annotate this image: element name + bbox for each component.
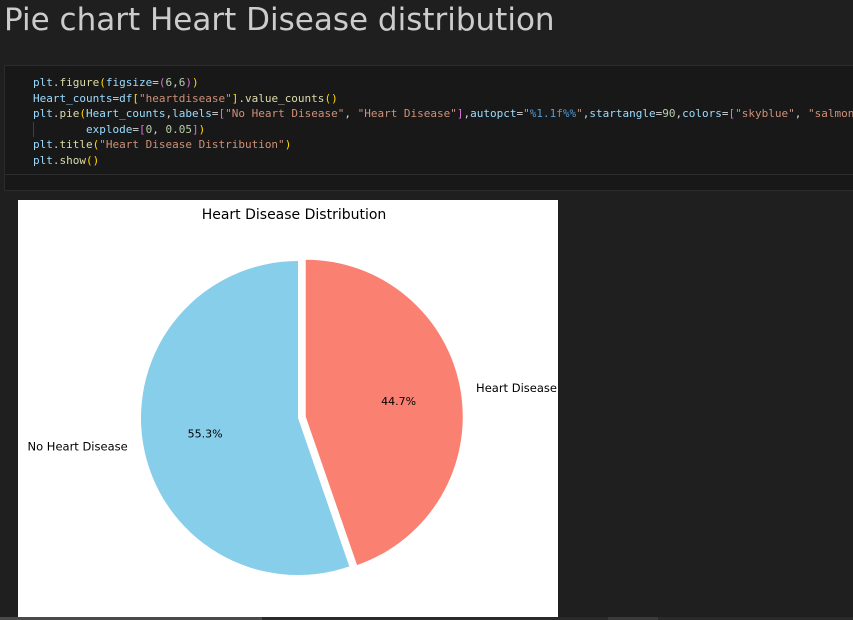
code-token: .: [52, 107, 60, 120]
code-token: =: [655, 107, 663, 120]
code-token: ,: [152, 122, 166, 136]
indent-guide: [33, 121, 34, 137]
pie-value-label: 55.3%: [188, 428, 223, 441]
code-line: plt.pie(Heart_counts,labels=["No Heart D…: [33, 106, 853, 122]
code-token: %1.1f%%: [529, 107, 577, 120]
code-token: ,: [165, 107, 173, 120]
code-token: (: [99, 76, 106, 89]
code-token: startangle: [589, 107, 656, 120]
code-token: plt: [33, 107, 53, 120]
code-line: plt.title("Heart Disease Distribution"): [33, 137, 853, 153]
code-token: autopct: [470, 107, 517, 120]
code-token: (: [324, 91, 332, 105]
scrollbar-segment: [608, 617, 658, 620]
code-token: [: [132, 91, 139, 105]
code-token: =: [112, 91, 120, 105]
code-token: plt: [33, 138, 53, 151]
code-token: explode: [85, 122, 133, 136]
code-token: 90: [662, 107, 676, 120]
code-token: ,: [675, 107, 683, 120]
code-token: Heart_counts: [33, 91, 113, 105]
code-token: 6: [178, 76, 186, 89]
code-token: (: [79, 107, 86, 120]
code-token: "No Heart Disease": [225, 107, 345, 120]
code-token: colors: [682, 107, 722, 120]
code-token: df: [119, 91, 133, 105]
code-token: =: [516, 107, 524, 120]
code-token: "heartdisease": [138, 91, 232, 105]
code-token: ]: [231, 91, 239, 105]
code-token: plt: [33, 76, 53, 89]
code-token: .: [52, 76, 60, 89]
horizontal-scrollbar[interactable]: [0, 617, 853, 620]
code-token: figure: [59, 76, 100, 89]
code-editor[interactable]: plt.figure(figsize=(6,6)) Heart_counts=df…: [33, 75, 853, 168]
code-token: [: [728, 107, 736, 120]
code-token: ,: [794, 107, 808, 120]
code-token: 0.05: [165, 122, 192, 136]
pie-chart: Heart Disease Distribution 55.3% No Heart …: [28, 207, 557, 575]
code-token: title: [59, 138, 93, 151]
code-token: (: [92, 138, 100, 151]
chart-output: Heart Disease Distribution 55.3% No Heart …: [18, 200, 558, 617]
code-token: [: [218, 107, 226, 120]
code-token: ): [331, 91, 338, 105]
code-token: 0: [145, 122, 153, 136]
code-token: =: [132, 122, 139, 136]
chart-title: Heart Disease Distribution: [202, 207, 387, 223]
code-line: plt.figure(figsize=(6,6)): [33, 75, 853, 91]
code-line: Heart_counts=df["heartdisease"].value_co…: [33, 91, 853, 107]
code-token: (: [86, 153, 93, 167]
pie-slice-heart-disease: [305, 259, 463, 566]
code-token: .: [238, 91, 245, 105]
code-token: ): [198, 122, 206, 136]
code-token: ,: [344, 107, 358, 120]
code-token: =: [211, 107, 219, 120]
code-token: (: [158, 76, 166, 89]
code-token: show: [59, 153, 87, 167]
pie-value-label: 44.7%: [381, 395, 416, 408]
code-token: ,: [172, 76, 179, 89]
scrollbar-thumb[interactable]: [0, 617, 262, 620]
code-token: ): [185, 76, 192, 89]
code-token: "salmon": [807, 107, 853, 120]
code-token: ,: [463, 107, 471, 120]
code-token: .: [52, 138, 60, 151]
pie-category-label: Heart Disease: [476, 381, 557, 395]
code-token: Heart_counts: [86, 107, 166, 120]
code-token: labels: [172, 107, 212, 120]
code-token: ,: [582, 107, 590, 120]
code-token: ): [92, 153, 100, 167]
code-token: [: [138, 122, 146, 136]
pie-category-label: No Heart Disease: [28, 440, 128, 454]
code-token: =: [721, 107, 729, 120]
code-token: .: [52, 153, 60, 167]
pie-slice-no-heart-disease: [141, 261, 350, 575]
code-token: "Heart Disease Distribution": [99, 138, 285, 151]
code-token: [33, 123, 86, 136]
code-token: "skyblue": [735, 107, 795, 120]
code-token: value_counts: [244, 91, 325, 105]
code-token: ]: [456, 107, 464, 120]
code-token: 6: [165, 76, 173, 89]
code-token: ): [284, 138, 292, 151]
code-line: plt.show(): [33, 153, 853, 169]
cell-divider: [5, 174, 853, 175]
code-token: ): [191, 76, 199, 89]
code-token: plt: [33, 153, 53, 167]
code-token: pie: [59, 107, 80, 120]
code-line: explode=[0, 0.05]): [33, 121, 853, 137]
code-token: "Heart Disease": [357, 107, 457, 120]
code-token: ": [523, 107, 530, 120]
code-token: ": [576, 107, 583, 120]
markdown-heading: Pie chart Heart Disease distribution: [4, 2, 555, 38]
code-token: ]: [191, 122, 199, 136]
code-cell[interactable]: plt.figure(figsize=(6,6)) Heart_counts=df…: [4, 65, 853, 191]
code-token: figsize: [105, 76, 153, 89]
code-token: =: [152, 76, 159, 89]
